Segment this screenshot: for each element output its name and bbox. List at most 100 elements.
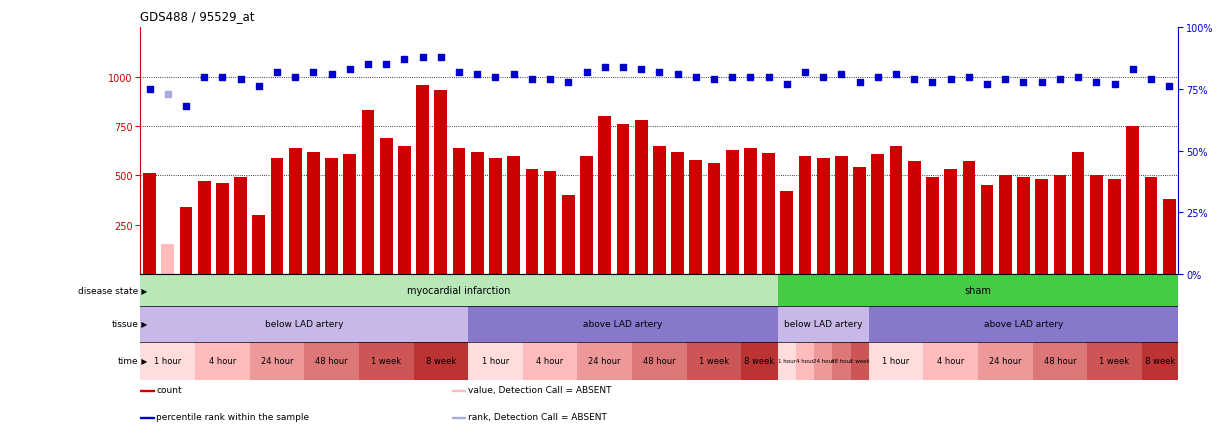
Bar: [744, 148, 757, 274]
Bar: [507, 156, 520, 274]
Bar: [452, 390, 465, 391]
Text: rank, Detection Call = ABSENT: rank, Detection Call = ABSENT: [468, 412, 607, 421]
Bar: [179, 207, 193, 274]
Bar: [978, 342, 1033, 380]
Bar: [890, 146, 902, 274]
Point: [668, 72, 687, 79]
Bar: [741, 342, 778, 380]
Text: 4 hour: 4 hour: [536, 356, 564, 365]
Point: [705, 76, 724, 83]
Bar: [453, 148, 465, 274]
Bar: [452, 417, 465, 418]
Point: [758, 74, 778, 81]
Bar: [1109, 180, 1121, 274]
Point: [1160, 84, 1179, 91]
Point: [194, 74, 214, 81]
Bar: [1072, 152, 1084, 274]
Bar: [468, 306, 778, 342]
Text: 1 hour: 1 hour: [883, 356, 910, 365]
Bar: [814, 342, 833, 380]
Text: above LAD artery: above LAD artery: [984, 320, 1063, 329]
Point: [1087, 79, 1106, 86]
Bar: [690, 160, 702, 274]
Bar: [653, 146, 665, 274]
Text: 4 hour: 4 hour: [209, 356, 236, 365]
Bar: [380, 138, 393, 274]
Text: GDS488 / 95529_at: GDS488 / 95529_at: [140, 10, 255, 23]
Bar: [868, 342, 923, 380]
Bar: [778, 342, 796, 380]
Bar: [635, 121, 647, 274]
Point: [686, 74, 706, 81]
Bar: [962, 162, 976, 274]
Bar: [140, 274, 778, 306]
Point: [231, 76, 250, 83]
Point: [1032, 79, 1051, 86]
Point: [1142, 76, 1161, 83]
Point: [886, 72, 906, 79]
Bar: [1162, 200, 1176, 274]
Bar: [762, 153, 775, 274]
Point: [249, 84, 269, 91]
Bar: [1017, 178, 1029, 274]
Text: ▶: ▶: [139, 320, 148, 329]
Text: time: time: [117, 356, 138, 365]
Point: [813, 74, 833, 81]
Bar: [161, 245, 175, 274]
Bar: [1035, 180, 1048, 274]
Bar: [908, 162, 921, 274]
Bar: [926, 178, 939, 274]
Point: [541, 76, 560, 83]
Point: [832, 72, 851, 79]
Point: [431, 54, 451, 61]
Point: [650, 69, 669, 76]
Bar: [980, 186, 994, 274]
Bar: [525, 170, 538, 274]
Point: [176, 103, 195, 110]
Bar: [1090, 176, 1103, 274]
Bar: [562, 196, 575, 274]
Bar: [468, 342, 523, 380]
Bar: [543, 172, 557, 274]
Bar: [490, 158, 502, 274]
Bar: [617, 125, 629, 274]
Bar: [796, 342, 814, 380]
Text: 48 hour: 48 hour: [1044, 356, 1076, 365]
Point: [613, 64, 632, 71]
Text: below LAD artery: below LAD artery: [784, 320, 862, 329]
Bar: [216, 184, 228, 274]
Bar: [1054, 176, 1066, 274]
Bar: [872, 154, 884, 274]
Bar: [249, 342, 304, 380]
Bar: [361, 111, 375, 274]
Point: [523, 76, 542, 83]
Bar: [140, 390, 154, 391]
Bar: [1087, 342, 1142, 380]
Bar: [851, 342, 868, 380]
Point: [941, 76, 961, 83]
Bar: [416, 85, 429, 274]
Bar: [1144, 178, 1158, 274]
Bar: [195, 342, 249, 380]
Bar: [778, 306, 868, 342]
Bar: [271, 158, 283, 274]
Point: [631, 66, 651, 73]
Bar: [598, 117, 610, 274]
Text: 24 hour: 24 hour: [812, 358, 834, 363]
Point: [322, 72, 342, 79]
Bar: [799, 156, 812, 274]
Text: sham: sham: [965, 286, 991, 296]
Text: disease state: disease state: [78, 286, 138, 295]
Point: [1013, 79, 1033, 86]
Point: [1050, 76, 1070, 83]
Point: [558, 79, 578, 86]
Bar: [578, 342, 632, 380]
Text: 24 hour: 24 hour: [261, 356, 293, 365]
Bar: [632, 342, 686, 380]
Bar: [780, 192, 794, 274]
Point: [1068, 74, 1088, 81]
Text: tissue: tissue: [111, 320, 138, 329]
Text: 1 hour: 1 hour: [482, 356, 509, 365]
Bar: [289, 148, 302, 274]
Bar: [140, 417, 154, 418]
